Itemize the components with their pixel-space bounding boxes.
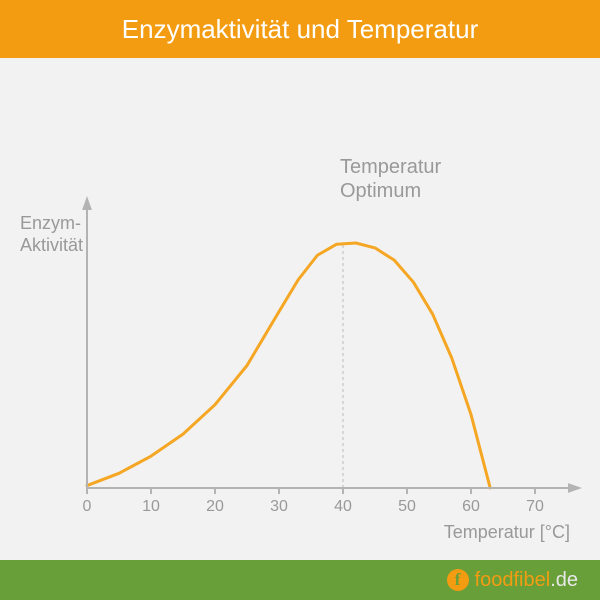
page-header: Enzymaktivität und Temperatur xyxy=(0,0,600,58)
x-tick-label: 30 xyxy=(270,498,288,516)
y-axis-label: Enzym- Aktivität xyxy=(20,213,83,256)
chart-area: Enzym- Aktivität Temperatur Optimum Temp… xyxy=(0,58,600,560)
x-axis-label: Temperatur [°C] xyxy=(444,522,570,543)
x-tick-label: 40 xyxy=(334,498,352,516)
x-tick-label: 10 xyxy=(142,498,160,516)
header-title: Enzymaktivität und Temperatur xyxy=(122,14,478,45)
chart-svg xyxy=(0,58,600,560)
x-tick-label: 20 xyxy=(206,498,224,516)
brand-text: foodfibel.de xyxy=(475,569,578,592)
x-tick-label: 0 xyxy=(83,498,92,516)
brand-f-icon: f xyxy=(447,569,469,591)
x-tick-label: 70 xyxy=(526,498,544,516)
optimum-label: Temperatur Optimum xyxy=(340,155,441,203)
footer-brand: f foodfibel.de xyxy=(447,569,578,592)
page-footer: f foodfibel.de xyxy=(0,560,600,600)
x-tick-label: 50 xyxy=(398,498,416,516)
x-tick-label: 60 xyxy=(462,498,480,516)
